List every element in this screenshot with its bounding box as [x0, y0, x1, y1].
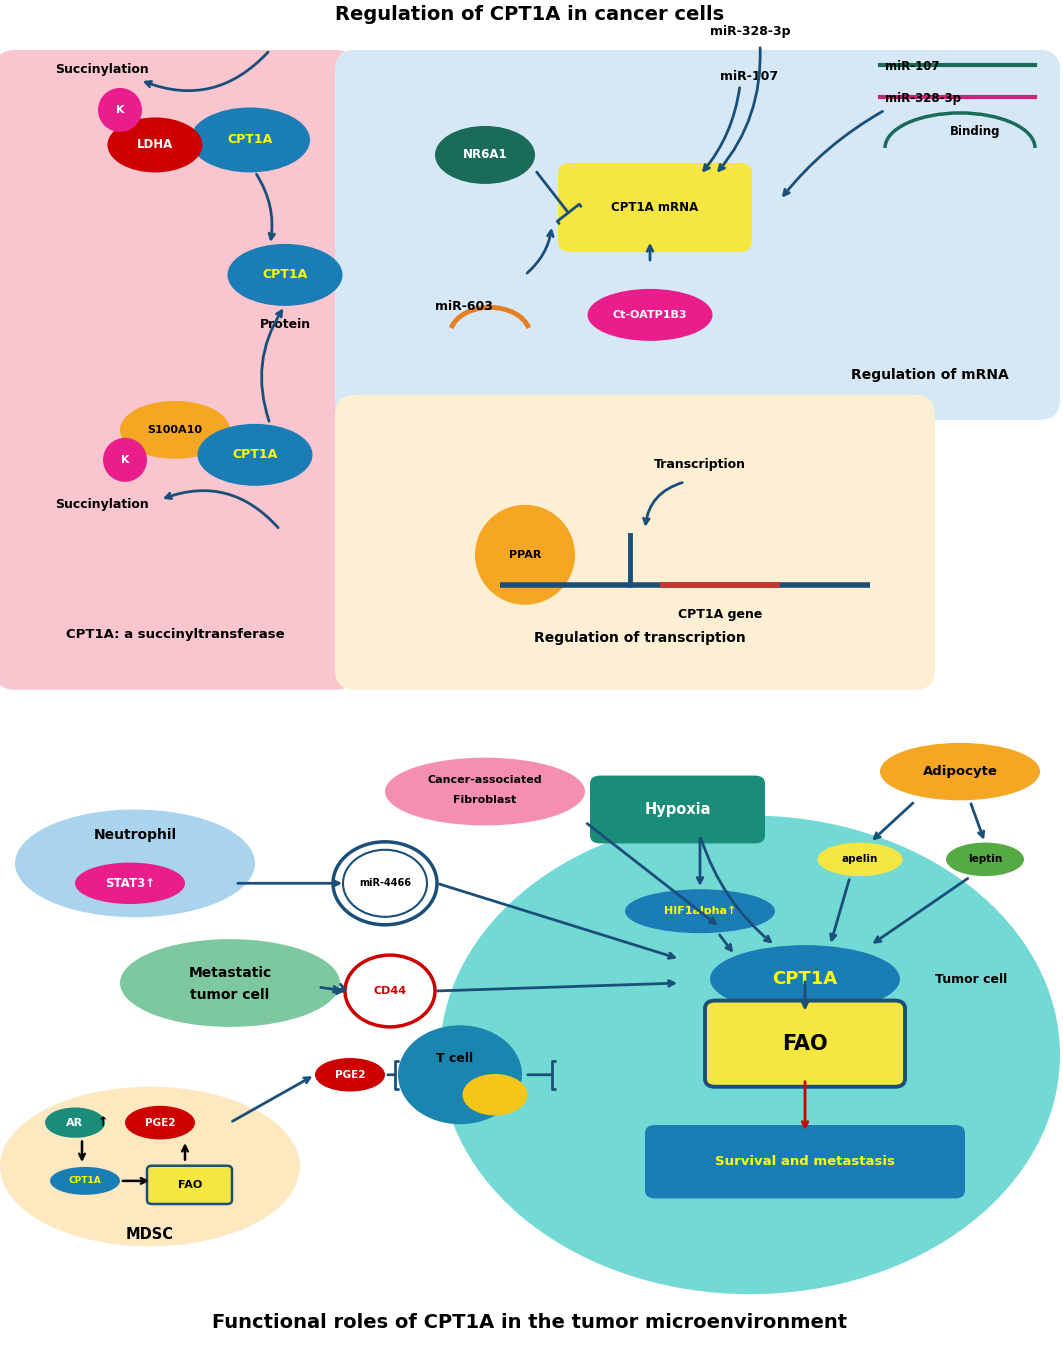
FancyBboxPatch shape — [590, 775, 765, 843]
Text: CPT1A: CPT1A — [263, 269, 307, 281]
Ellipse shape — [880, 743, 1040, 800]
Text: leptin: leptin — [968, 854, 1002, 864]
Text: K: K — [116, 105, 124, 115]
Text: Succinylation: Succinylation — [55, 498, 149, 512]
Ellipse shape — [385, 758, 585, 826]
Text: LDHA: LDHA — [137, 139, 173, 152]
FancyBboxPatch shape — [0, 50, 355, 690]
Text: Ct-OATP1B3: Ct-OATP1B3 — [612, 310, 688, 320]
Circle shape — [398, 1025, 522, 1124]
Ellipse shape — [435, 126, 535, 183]
Text: Tumor cell: Tumor cell — [935, 972, 1008, 986]
FancyBboxPatch shape — [645, 1124, 965, 1199]
Text: S100A10: S100A10 — [148, 425, 202, 435]
Ellipse shape — [227, 244, 342, 306]
Text: PGE2: PGE2 — [145, 1118, 175, 1127]
Ellipse shape — [120, 401, 230, 459]
Ellipse shape — [107, 117, 202, 172]
Text: Neutrophil: Neutrophil — [94, 828, 176, 842]
Text: Metastatic: Metastatic — [188, 967, 272, 980]
Text: HIF1alpha↑: HIF1alpha↑ — [663, 906, 737, 917]
Text: CPT1A: CPT1A — [773, 970, 838, 989]
Text: STAT3↑: STAT3↑ — [105, 877, 155, 889]
Text: CPT1A: CPT1A — [227, 133, 272, 147]
Text: miR-107: miR-107 — [720, 71, 778, 83]
Text: Hypoxia: Hypoxia — [645, 801, 711, 816]
Circle shape — [103, 437, 147, 482]
Text: MDSC: MDSC — [126, 1226, 174, 1241]
Text: Succinylation: Succinylation — [55, 64, 149, 76]
Ellipse shape — [75, 862, 185, 904]
Circle shape — [475, 505, 575, 604]
Ellipse shape — [440, 815, 1060, 1294]
Ellipse shape — [588, 289, 712, 341]
Text: CPT1A: CPT1A — [69, 1176, 101, 1186]
Ellipse shape — [817, 842, 902, 876]
Ellipse shape — [45, 1108, 105, 1138]
Text: tumor cell: tumor cell — [190, 989, 270, 1002]
Text: Transcription: Transcription — [654, 459, 746, 471]
Text: Regulation of transcription: Regulation of transcription — [534, 630, 746, 645]
Text: Survival and metastasis: Survival and metastasis — [715, 1156, 895, 1168]
Text: apelin: apelin — [842, 854, 878, 864]
Text: CPT1A gene: CPT1A gene — [678, 608, 762, 621]
FancyBboxPatch shape — [335, 395, 935, 690]
Text: Protein: Protein — [259, 318, 310, 331]
Ellipse shape — [190, 107, 310, 172]
Circle shape — [333, 842, 437, 925]
FancyBboxPatch shape — [335, 50, 1060, 420]
Text: miR-603: miR-603 — [435, 300, 493, 312]
Text: PPAR: PPAR — [509, 550, 541, 559]
Text: Regulation of mRNA: Regulation of mRNA — [851, 368, 1009, 382]
Ellipse shape — [125, 1105, 195, 1139]
Circle shape — [98, 88, 142, 132]
Text: CPT1A: CPT1A — [233, 448, 277, 462]
Text: miR-107: miR-107 — [885, 60, 940, 73]
Text: CPT1A mRNA: CPT1A mRNA — [611, 201, 698, 215]
Ellipse shape — [120, 940, 340, 1027]
Text: CD44: CD44 — [373, 986, 406, 995]
Ellipse shape — [625, 889, 775, 933]
FancyBboxPatch shape — [705, 1001, 905, 1086]
Circle shape — [343, 850, 427, 917]
Text: Functional roles of CPT1A in the tumor microenvironment: Functional roles of CPT1A in the tumor m… — [213, 1313, 847, 1332]
Ellipse shape — [462, 1074, 527, 1115]
FancyBboxPatch shape — [147, 1165, 232, 1205]
Text: miR-328-3p: miR-328-3p — [885, 92, 961, 105]
Ellipse shape — [315, 1058, 385, 1092]
Text: Cancer-associated: Cancer-associated — [427, 774, 542, 785]
Text: Adipocyte: Adipocyte — [923, 765, 997, 778]
FancyBboxPatch shape — [558, 163, 752, 253]
Ellipse shape — [15, 809, 255, 917]
Text: K: K — [121, 455, 130, 464]
Text: FAO: FAO — [178, 1180, 202, 1190]
Text: Fibroblast: Fibroblast — [454, 794, 517, 804]
Text: miR-328-3p: miR-328-3p — [710, 24, 791, 38]
Text: T cell: T cell — [437, 1052, 473, 1065]
Text: Binding: Binding — [950, 125, 1000, 139]
Text: NR6A1: NR6A1 — [462, 148, 507, 162]
Text: Regulation of CPT1A in cancer cells: Regulation of CPT1A in cancer cells — [336, 5, 725, 24]
Text: CPT1A: a succinyltransferase: CPT1A: a succinyltransferase — [66, 629, 284, 641]
Ellipse shape — [710, 945, 900, 1013]
Text: AR: AR — [66, 1118, 84, 1127]
Text: ↑: ↑ — [98, 1116, 108, 1128]
Circle shape — [345, 955, 435, 1027]
Ellipse shape — [0, 1086, 300, 1247]
Text: PGE2: PGE2 — [335, 1070, 366, 1080]
Text: FAO: FAO — [782, 1033, 828, 1054]
Ellipse shape — [50, 1167, 120, 1195]
Ellipse shape — [198, 424, 313, 486]
Ellipse shape — [946, 842, 1024, 876]
Text: miR-4466: miR-4466 — [359, 879, 411, 888]
